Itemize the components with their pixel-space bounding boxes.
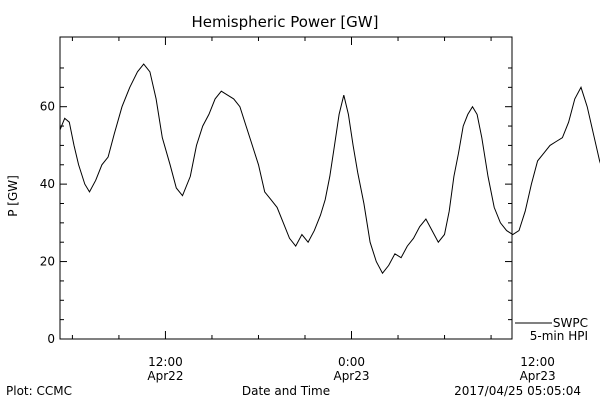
footer-timestamp: 2017/04/25 05:05:04: [454, 384, 581, 398]
source-label-line1: SWPC: [553, 316, 588, 330]
x-axis-label: Date and Time: [242, 384, 330, 398]
x-tick-time-label: 12:00: [520, 355, 555, 369]
series-line-hemispheric-power: [59, 63, 600, 275]
y-tick-label: 0: [47, 332, 55, 346]
x-axis: 12:00Apr220:00Apr2312:00Apr230:00Apr2412…: [71, 37, 556, 383]
source-label-line2: 5-min HPI: [530, 329, 588, 343]
y-axis-label: P [GW]: [6, 175, 20, 217]
footer-plot-credit: Plot: CCMC: [6, 384, 72, 398]
plot-frame: [59, 36, 513, 340]
x-tick-time-label: 12:00: [148, 355, 183, 369]
y-tick-label: 60: [40, 100, 55, 114]
y-tick-label: 20: [40, 255, 55, 269]
chart-title: Hemispheric Power [GW]: [192, 13, 379, 31]
x-tick-time-label: 0:00: [338, 355, 365, 369]
x-tick-date-label: Apr23: [520, 369, 556, 383]
y-axis: 0 20 40 60: [40, 67, 512, 346]
y-tick-label: 40: [40, 177, 55, 191]
x-tick-date-label: Apr23: [333, 369, 369, 383]
x-tick-date-label: Apr22: [147, 369, 183, 383]
series-layer: [59, 63, 600, 275]
